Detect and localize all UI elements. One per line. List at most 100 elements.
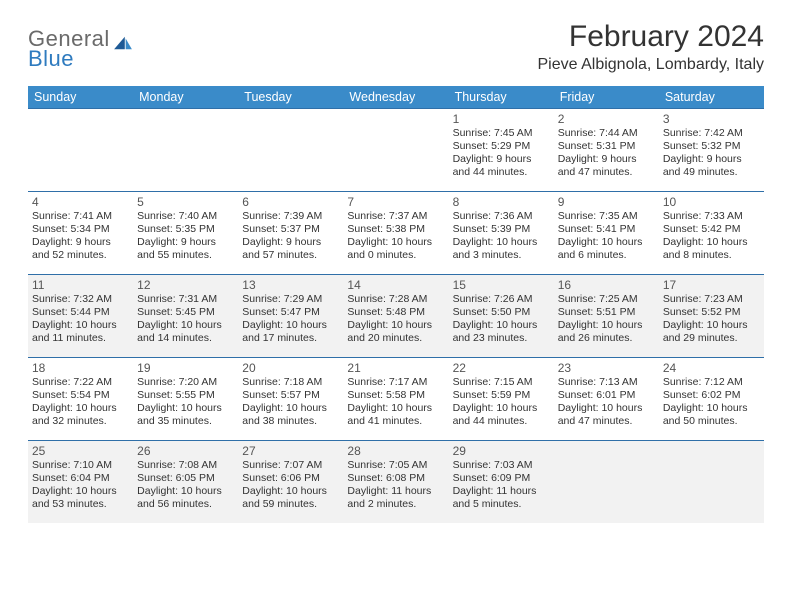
sunrise-text: Sunrise: 7:28 AM	[347, 293, 444, 306]
daylight-text: Daylight: 10 hours and 41 minutes.	[347, 402, 444, 428]
day-number: 23	[558, 361, 655, 375]
daylight-text: Daylight: 10 hours and 59 minutes.	[242, 485, 339, 511]
sunset-text: Sunset: 5:41 PM	[558, 223, 655, 236]
sunrise-text: Sunrise: 7:29 AM	[242, 293, 339, 306]
day-number: 1	[453, 112, 550, 126]
sunset-text: Sunset: 5:32 PM	[663, 140, 760, 153]
day-number: 9	[558, 195, 655, 209]
day-cell: 3Sunrise: 7:42 AMSunset: 5:32 PMDaylight…	[659, 109, 764, 191]
day-cell	[554, 441, 659, 523]
day-number: 15	[453, 278, 550, 292]
day-cell	[238, 109, 343, 191]
daylight-text: Daylight: 10 hours and 29 minutes.	[663, 319, 760, 345]
header: General Blue February 2024 Pieve Albigno…	[28, 20, 764, 74]
sunrise-text: Sunrise: 7:36 AM	[453, 210, 550, 223]
sunrise-text: Sunrise: 7:35 AM	[558, 210, 655, 223]
week-row: 18Sunrise: 7:22 AMSunset: 5:54 PMDayligh…	[28, 357, 764, 440]
day-cell: 5Sunrise: 7:40 AMSunset: 5:35 PMDaylight…	[133, 192, 238, 274]
day-number: 7	[347, 195, 444, 209]
day-cell: 17Sunrise: 7:23 AMSunset: 5:52 PMDayligh…	[659, 275, 764, 357]
day-cell: 12Sunrise: 7:31 AMSunset: 5:45 PMDayligh…	[133, 275, 238, 357]
daylight-text: Daylight: 11 hours and 2 minutes.	[347, 485, 444, 511]
daylight-text: Daylight: 10 hours and 44 minutes.	[453, 402, 550, 428]
daylight-text: Daylight: 9 hours and 47 minutes.	[558, 153, 655, 179]
day-number: 16	[558, 278, 655, 292]
sunrise-text: Sunrise: 7:33 AM	[663, 210, 760, 223]
day-header-sunday: Sunday	[28, 86, 133, 108]
calendar-page: General Blue February 2024 Pieve Albigno…	[0, 0, 792, 543]
calendar-grid: SundayMondayTuesdayWednesdayThursdayFrid…	[28, 86, 764, 523]
day-number: 12	[137, 278, 234, 292]
day-cell: 8Sunrise: 7:36 AMSunset: 5:39 PMDaylight…	[449, 192, 554, 274]
daylight-text: Daylight: 10 hours and 23 minutes.	[453, 319, 550, 345]
day-number: 19	[137, 361, 234, 375]
logo: General Blue	[28, 26, 134, 72]
day-cell: 19Sunrise: 7:20 AMSunset: 5:55 PMDayligh…	[133, 358, 238, 440]
day-cell: 27Sunrise: 7:07 AMSunset: 6:06 PMDayligh…	[238, 441, 343, 523]
sunset-text: Sunset: 5:29 PM	[453, 140, 550, 153]
day-cell: 4Sunrise: 7:41 AMSunset: 5:34 PMDaylight…	[28, 192, 133, 274]
sunset-text: Sunset: 5:54 PM	[32, 389, 129, 402]
sunrise-text: Sunrise: 7:13 AM	[558, 376, 655, 389]
day-cell: 25Sunrise: 7:10 AMSunset: 6:04 PMDayligh…	[28, 441, 133, 523]
sunset-text: Sunset: 5:39 PM	[453, 223, 550, 236]
sunset-text: Sunset: 6:01 PM	[558, 389, 655, 402]
sunrise-text: Sunrise: 7:42 AM	[663, 127, 760, 140]
day-number: 22	[453, 361, 550, 375]
weeks-container: 1Sunrise: 7:45 AMSunset: 5:29 PM Daylight…	[28, 108, 764, 523]
title-block: February 2024 Pieve Albignola, Lombardy,…	[538, 20, 765, 74]
sunrise-text: Sunrise: 7:45 AM	[453, 127, 550, 140]
daylight-text: Daylight: 11 hours and 5 minutes.	[453, 485, 550, 511]
day-cell: 23Sunrise: 7:13 AMSunset: 6:01 PMDayligh…	[554, 358, 659, 440]
daylight-text: Daylight: 10 hours and 17 minutes.	[242, 319, 339, 345]
sunset-text: Sunset: 5:51 PM	[558, 306, 655, 319]
day-number: 20	[242, 361, 339, 375]
month-title: February 2024	[538, 20, 765, 54]
day-number: 24	[663, 361, 760, 375]
sunrise-text: Sunrise: 7:08 AM	[137, 459, 234, 472]
daylight-text: Daylight: 10 hours and 11 minutes.	[32, 319, 129, 345]
day-cell: 22Sunrise: 7:15 AMSunset: 5:59 PMDayligh…	[449, 358, 554, 440]
day-cell: 9Sunrise: 7:35 AMSunset: 5:41 PMDaylight…	[554, 192, 659, 274]
day-number: 8	[453, 195, 550, 209]
day-cell	[343, 109, 448, 191]
sunrise-text: Sunrise: 7:05 AM	[347, 459, 444, 472]
day-headers-row: SundayMondayTuesdayWednesdayThursdayFrid…	[28, 86, 764, 108]
day-cell: 2Sunrise: 7:44 AMSunset: 5:31 PMDaylight…	[554, 109, 659, 191]
sunset-text: Sunset: 5:47 PM	[242, 306, 339, 319]
logo-text-block: General Blue	[28, 26, 110, 72]
day-header-monday: Monday	[133, 86, 238, 108]
day-cell: 1Sunrise: 7:45 AMSunset: 5:29 PMDaylight…	[449, 109, 554, 191]
day-cell: 7Sunrise: 7:37 AMSunset: 5:38 PMDaylight…	[343, 192, 448, 274]
day-cell: 20Sunrise: 7:18 AMSunset: 5:57 PMDayligh…	[238, 358, 343, 440]
day-number: 27	[242, 444, 339, 458]
sunset-text: Sunset: 6:05 PM	[137, 472, 234, 485]
sunrise-text: Sunrise: 7:41 AM	[32, 210, 129, 223]
daylight-text: Daylight: 10 hours and 3 minutes.	[453, 236, 550, 262]
sunset-text: Sunset: 6:08 PM	[347, 472, 444, 485]
sunset-text: Sunset: 5:59 PM	[453, 389, 550, 402]
daylight-text: Daylight: 10 hours and 56 minutes.	[137, 485, 234, 511]
day-header-wednesday: Wednesday	[343, 86, 448, 108]
sunset-text: Sunset: 5:37 PM	[242, 223, 339, 236]
day-number: 4	[32, 195, 129, 209]
sunset-text: Sunset: 5:48 PM	[347, 306, 444, 319]
week-row: 1Sunrise: 7:45 AMSunset: 5:29 PM Daylight…	[28, 108, 764, 191]
daylight-text: Daylight: 10 hours and 8 minutes.	[663, 236, 760, 262]
sunset-text: Sunset: 5:52 PM	[663, 306, 760, 319]
sunrise-text: Sunrise: 7:32 AM	[32, 293, 129, 306]
day-cell	[133, 109, 238, 191]
week-row: 4Sunrise: 7:41 AMSunset: 5:34 PMDaylight…	[28, 191, 764, 274]
sunset-text: Sunset: 5:58 PM	[347, 389, 444, 402]
day-header-friday: Friday	[554, 86, 659, 108]
daylight-text: Daylight: 10 hours and 6 minutes.	[558, 236, 655, 262]
sunrise-text: Sunrise: 7:25 AM	[558, 293, 655, 306]
daylight-text: Daylight: 10 hours and 47 minutes.	[558, 402, 655, 428]
day-cell: 11Sunrise: 7:32 AMSunset: 5:44 PMDayligh…	[28, 275, 133, 357]
daylight-text: Daylight: 10 hours and 20 minutes.	[347, 319, 444, 345]
day-number: 17	[663, 278, 760, 292]
day-cell: 15Sunrise: 7:26 AMSunset: 5:50 PMDayligh…	[449, 275, 554, 357]
day-number: 25	[32, 444, 129, 458]
day-cell: 14Sunrise: 7:28 AMSunset: 5:48 PMDayligh…	[343, 275, 448, 357]
sunset-text: Sunset: 5:57 PM	[242, 389, 339, 402]
